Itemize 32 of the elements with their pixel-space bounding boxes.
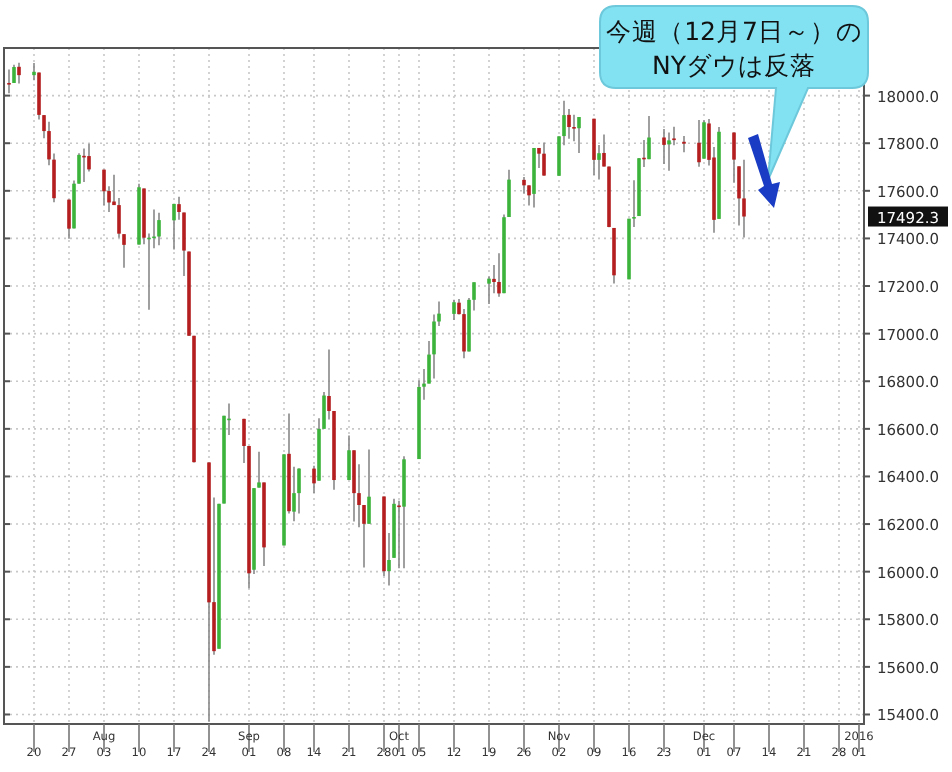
- candlestick: [542, 141, 546, 177]
- candlestick: [742, 159, 746, 239]
- candlestick: [312, 464, 316, 494]
- candlestick: [662, 128, 666, 165]
- candlestick: [157, 211, 161, 247]
- candlestick: [532, 147, 536, 209]
- candlestick: [77, 152, 81, 185]
- candlestick: [347, 434, 351, 481]
- candlestick: [497, 252, 501, 298]
- candlestick: [507, 168, 511, 218]
- candlestick: [352, 449, 356, 523]
- candlestick: [172, 202, 176, 251]
- candlestick: [402, 455, 406, 570]
- annotation: 今週（12月7日～）の NYダウは反落: [606, 16, 862, 80]
- candlestick: [527, 184, 531, 207]
- candlestick: [682, 135, 686, 154]
- candlestick: [667, 131, 671, 172]
- candlestick: [567, 108, 571, 140]
- candlestick: [452, 299, 456, 321]
- candlestick: [702, 119, 706, 160]
- candlestick: [592, 117, 596, 176]
- candlestick: [102, 168, 106, 207]
- candlestick: [612, 227, 616, 285]
- candlestick: [257, 450, 261, 489]
- candlestick: [647, 115, 651, 160]
- candlestick: [297, 467, 301, 515]
- candlestick: [697, 119, 701, 168]
- candlestick: [17, 61, 21, 85]
- candlestick: [67, 198, 71, 240]
- candlestick: [577, 116, 581, 154]
- candlestick: [32, 62, 36, 82]
- candlestick: [367, 448, 371, 525]
